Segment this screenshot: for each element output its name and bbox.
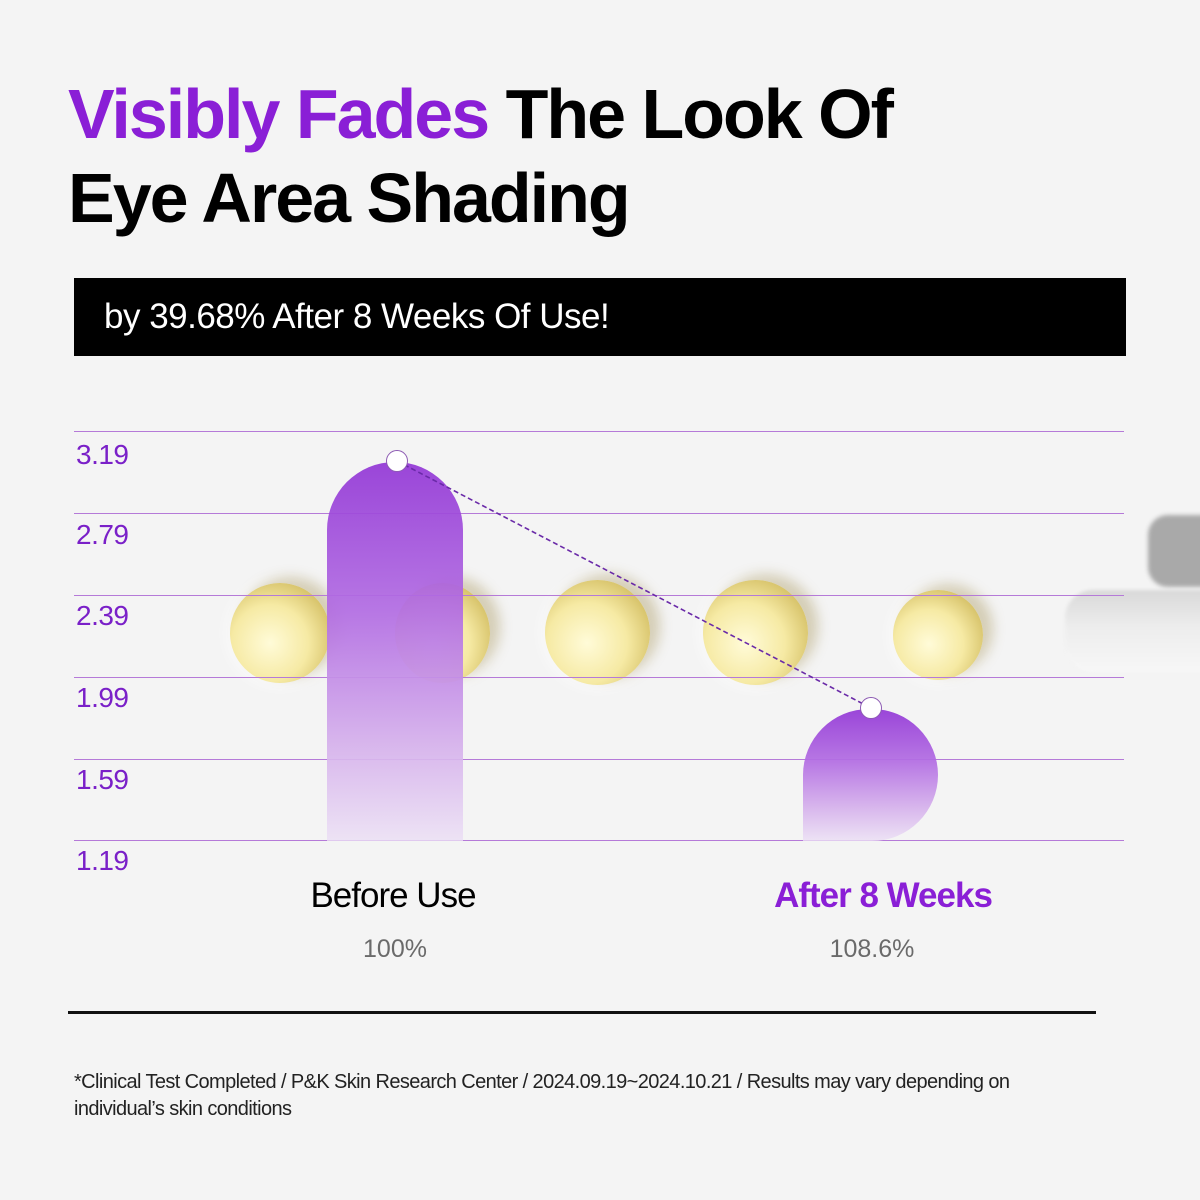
y-tick-label: 1.99 (76, 682, 129, 713)
y-tick-label: 1.19 (76, 845, 129, 876)
divider (68, 1011, 1096, 1014)
y-tick-label: 3.19 (76, 439, 129, 470)
headline-line1-rest: The Look Of (488, 75, 894, 153)
value-label-before-use: 100% (363, 935, 427, 963)
capsule-image (893, 590, 983, 680)
capsule-image (703, 580, 808, 685)
y-tick-label: 1.59 (76, 764, 129, 795)
data-point-marker (860, 697, 882, 719)
category-label-after-8-weeks: After 8 Weeks (774, 876, 993, 915)
capsule-image (545, 580, 650, 685)
headline-line2: Eye Area Shading (68, 159, 631, 237)
applicator-device-image (1148, 515, 1200, 587)
y-tick-label: 2.39 (76, 600, 129, 631)
trend-line (396, 460, 872, 709)
capsule-image (230, 583, 330, 683)
value-label-after-8-weeks: 108.6% (829, 935, 915, 963)
footnote: *Clinical Test Completed / P&K Skin Rese… (74, 1071, 1010, 1120)
gridline (74, 840, 1124, 841)
y-tick-label: 2.79 (76, 519, 129, 550)
headline: Visibly Fades The Look Of Eye Area Shadi… (68, 72, 1068, 240)
gridline (74, 677, 1124, 678)
category-label-before-use: Before Use (310, 876, 476, 915)
gridline (74, 759, 1124, 760)
applicator-device-image (1065, 590, 1200, 672)
headline-accent: Visibly Fades (68, 75, 490, 153)
bar-before-use (327, 462, 463, 841)
bar-chart: 3.19 2.79 2.39 1.99 1.59 1.19 (74, 431, 1200, 876)
data-point-marker (386, 450, 408, 472)
gridline (74, 431, 1124, 432)
bar-after-8-weeks (803, 709, 938, 841)
gridline (74, 595, 1124, 596)
gridline (74, 513, 1124, 514)
result-banner: by 39.68% After 8 Weeks Of Use! (74, 278, 1126, 356)
